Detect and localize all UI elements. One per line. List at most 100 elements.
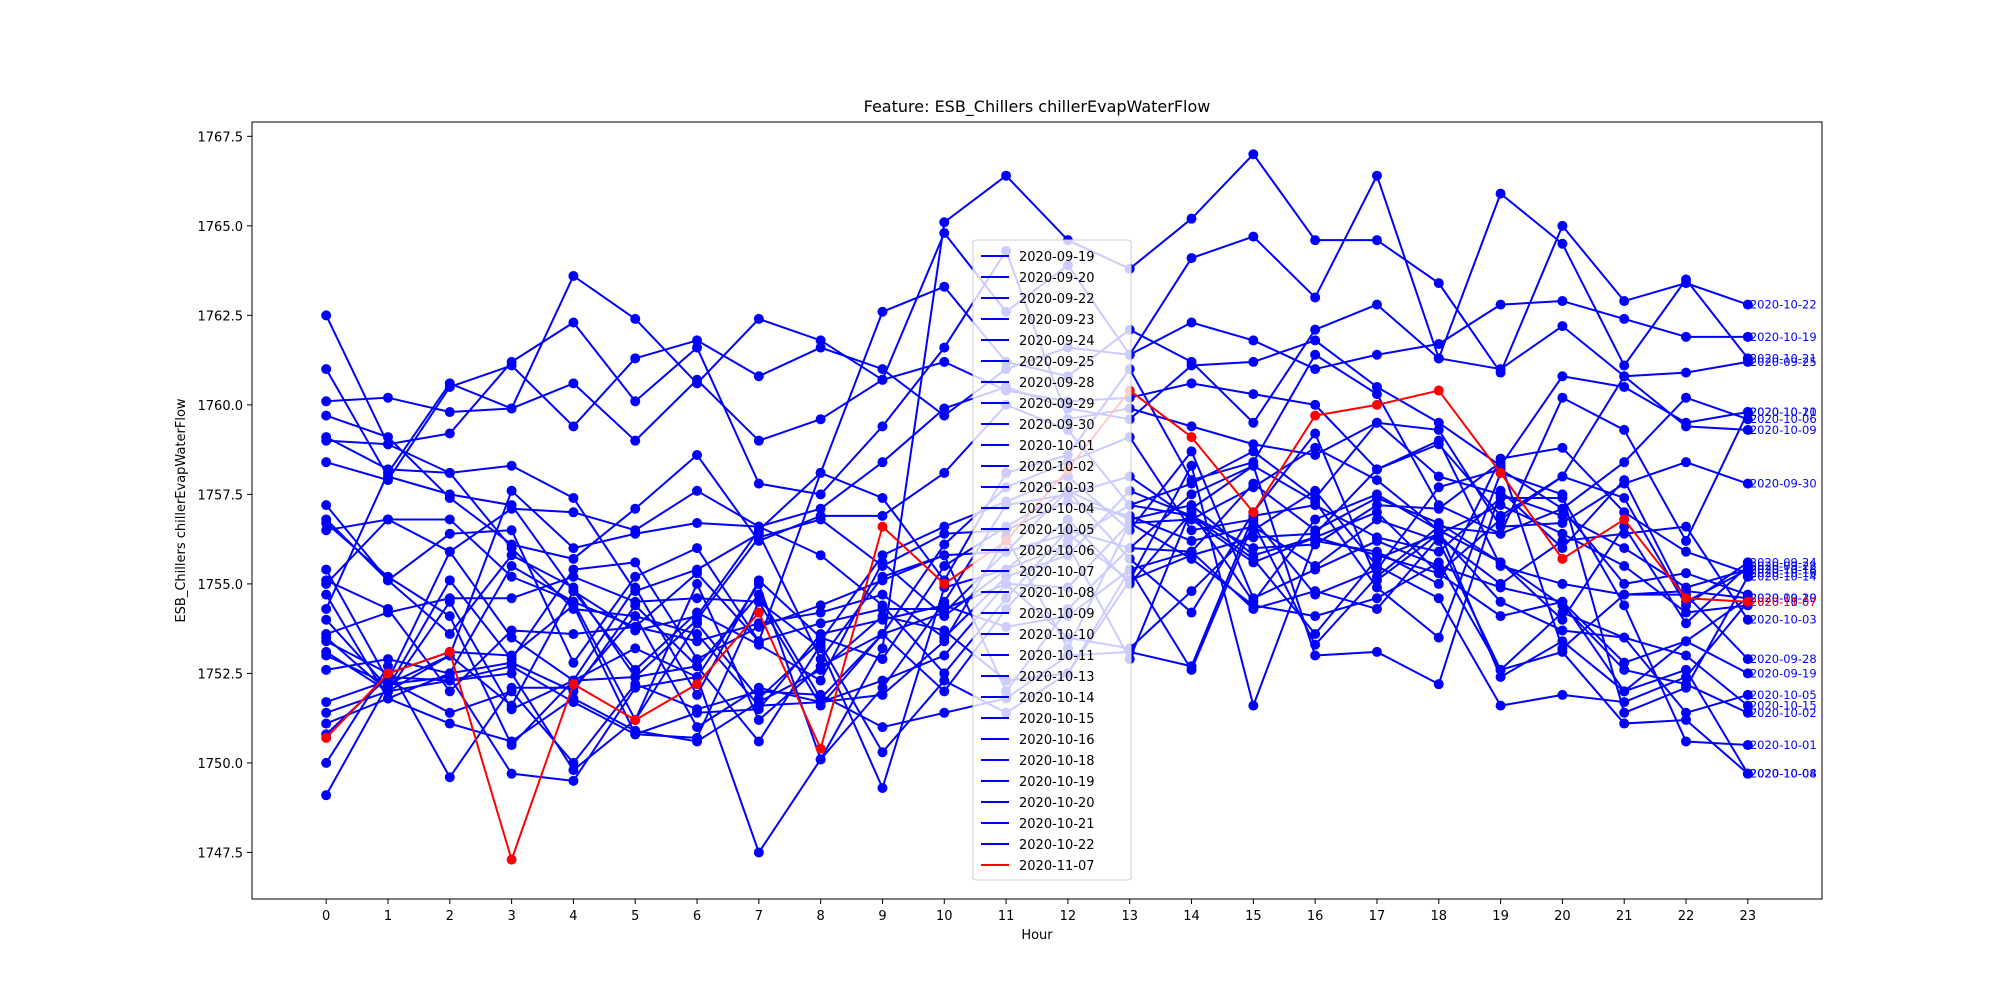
data-point bbox=[1557, 625, 1568, 636]
data-point bbox=[939, 410, 950, 421]
data-point bbox=[1557, 321, 1568, 332]
legend-item: 2020-10-06 bbox=[981, 544, 1095, 559]
legend-label: 2020-09-23 bbox=[1019, 313, 1095, 328]
data-point bbox=[1557, 220, 1568, 231]
data-point bbox=[1681, 392, 1692, 403]
end-label: 2020-10-13 bbox=[1750, 563, 1817, 577]
data-point bbox=[321, 589, 332, 600]
data-point bbox=[1742, 700, 1753, 711]
data-point bbox=[1186, 253, 1197, 264]
data-point bbox=[630, 682, 641, 693]
data-point bbox=[692, 593, 703, 604]
x-axis-ticks: 0 1 2 3 4 5 6 7 8 9 10 11 12 13 14 15 16 17 18 19 20 21 22 23 bbox=[322, 899, 1756, 924]
data-point bbox=[506, 668, 517, 679]
data-point bbox=[1742, 564, 1753, 575]
data-point bbox=[692, 342, 703, 353]
data-point bbox=[1557, 689, 1568, 700]
data-point bbox=[506, 661, 517, 672]
data-point bbox=[1495, 664, 1506, 675]
data-point bbox=[1681, 457, 1692, 468]
data-point bbox=[815, 514, 826, 525]
data-point bbox=[692, 689, 703, 700]
legend-label: 2020-10-05 bbox=[1019, 523, 1095, 538]
data-point bbox=[1310, 292, 1321, 303]
data-point bbox=[506, 768, 517, 779]
legend-label: 2020-09-24 bbox=[1019, 334, 1095, 349]
data-point bbox=[321, 525, 332, 536]
data-point bbox=[1433, 593, 1444, 604]
data-point bbox=[506, 543, 517, 554]
data-point bbox=[939, 650, 950, 661]
legend-label: 2020-10-18 bbox=[1019, 754, 1095, 769]
data-point bbox=[753, 697, 764, 708]
data-point bbox=[444, 718, 455, 729]
legend-label: 2020-10-13 bbox=[1019, 670, 1095, 685]
data-point bbox=[1681, 650, 1692, 661]
data-point bbox=[1433, 385, 1444, 396]
data-point bbox=[444, 772, 455, 783]
legend-label: 2020-10-22 bbox=[1019, 838, 1095, 853]
end-label: 2020-10-09 bbox=[1750, 423, 1817, 437]
legend-item: 2020-10-22 bbox=[981, 838, 1095, 853]
data-point bbox=[630, 435, 641, 446]
legend-label: 2020-09-28 bbox=[1019, 376, 1095, 391]
data-point bbox=[444, 646, 455, 657]
data-point bbox=[1619, 296, 1630, 307]
data-point bbox=[939, 550, 950, 561]
data-point bbox=[1681, 582, 1692, 593]
series-2020-10-22 bbox=[321, 149, 1753, 858]
data-point bbox=[1681, 618, 1692, 629]
data-point bbox=[506, 704, 517, 715]
end-label: 2020-09-19 bbox=[1750, 666, 1817, 680]
data-point bbox=[1742, 668, 1753, 679]
data-point bbox=[1371, 500, 1382, 511]
end-label: 2020-09-25 bbox=[1750, 355, 1817, 369]
data-point bbox=[444, 707, 455, 718]
data-point bbox=[939, 668, 950, 679]
legend-item: 2020-10-16 bbox=[981, 733, 1095, 748]
data-point bbox=[1248, 532, 1259, 543]
legend-item: 2020-11-07 bbox=[981, 859, 1095, 874]
x-tick-label: 21 bbox=[1616, 909, 1633, 924]
data-point bbox=[815, 689, 826, 700]
data-point bbox=[321, 664, 332, 675]
data-point bbox=[321, 646, 332, 657]
data-point bbox=[939, 521, 950, 532]
data-point bbox=[939, 603, 950, 614]
data-point bbox=[1495, 672, 1506, 682]
data-point bbox=[1371, 417, 1382, 428]
data-point bbox=[1433, 417, 1444, 428]
data-point bbox=[630, 725, 641, 736]
data-point bbox=[1557, 296, 1568, 307]
x-axis-label: Hour bbox=[1021, 928, 1053, 943]
data-point bbox=[506, 632, 517, 643]
data-point bbox=[939, 467, 950, 478]
data-point bbox=[1681, 367, 1692, 378]
data-point bbox=[1681, 607, 1692, 618]
legend-item: 2020-10-07 bbox=[981, 565, 1095, 580]
data-point bbox=[1619, 589, 1630, 600]
data-point bbox=[1310, 611, 1321, 622]
data-point bbox=[877, 306, 888, 317]
data-point bbox=[444, 686, 455, 697]
data-point bbox=[321, 518, 332, 529]
legend-label: 2020-10-20 bbox=[1019, 796, 1095, 811]
data-point bbox=[1433, 471, 1444, 482]
data-point bbox=[1433, 424, 1444, 435]
data-point bbox=[630, 596, 641, 607]
data-point bbox=[321, 614, 332, 625]
data-point bbox=[1186, 664, 1197, 675]
end-label: 2020-10-04 bbox=[1750, 767, 1817, 781]
data-point bbox=[1742, 557, 1753, 568]
data-point bbox=[1371, 546, 1382, 557]
data-point bbox=[1310, 629, 1321, 640]
data-point bbox=[877, 747, 888, 758]
data-point bbox=[1371, 170, 1382, 181]
data-point bbox=[1186, 213, 1197, 224]
data-point bbox=[692, 707, 703, 718]
data-point bbox=[444, 407, 455, 418]
data-point bbox=[939, 539, 950, 550]
data-point bbox=[1248, 439, 1259, 450]
data-point bbox=[939, 342, 950, 353]
x-tick-label: 2 bbox=[446, 909, 454, 924]
